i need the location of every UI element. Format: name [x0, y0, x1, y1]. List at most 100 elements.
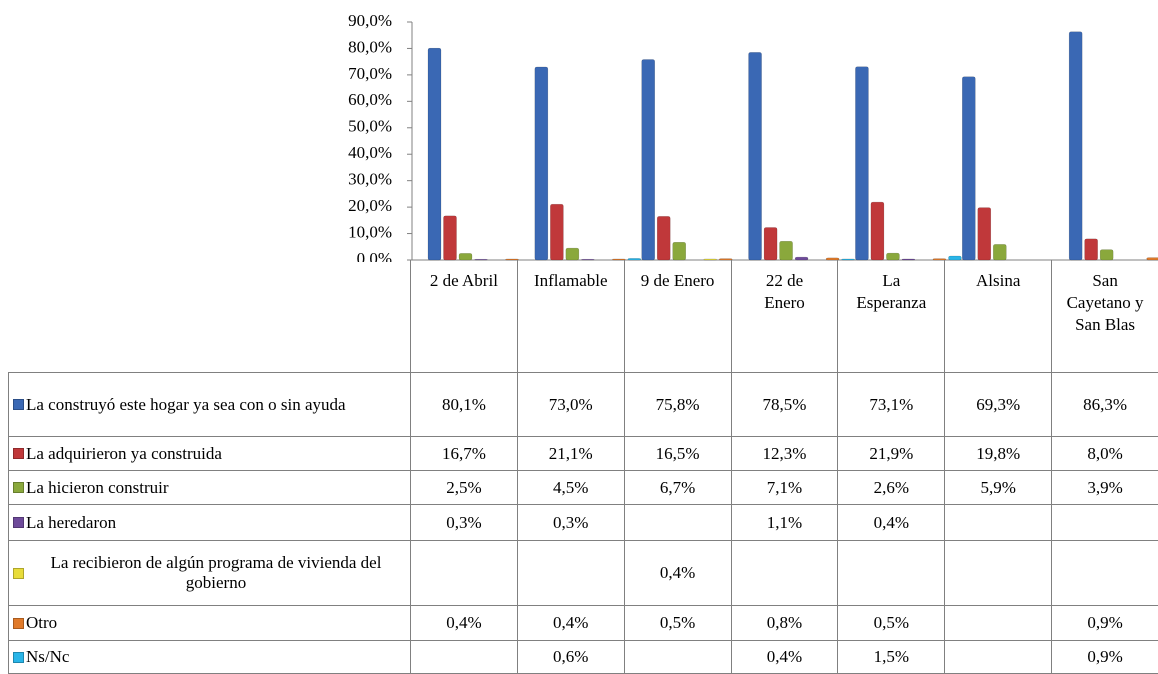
table-cell: 69,3% — [944, 372, 1053, 437]
bar — [825, 257, 840, 261]
bar — [948, 255, 962, 261]
table-cell: 8,0% — [1051, 436, 1158, 471]
table-cell: 21,1% — [516, 436, 625, 471]
table-cell — [837, 540, 946, 606]
legend-swatch — [13, 399, 24, 410]
category-header: 22 de Enero — [730, 260, 839, 373]
bar — [1068, 31, 1083, 261]
bar — [870, 201, 885, 261]
table-cell: 4,5% — [516, 470, 625, 505]
table-cell — [516, 540, 625, 606]
table-cell — [410, 540, 518, 606]
table-cell: 0,6% — [516, 640, 625, 674]
bar — [748, 52, 762, 261]
legend-swatch — [13, 567, 24, 579]
bar — [641, 59, 655, 261]
category-header: 2 de Abril — [410, 260, 518, 373]
table-cell: 80,1% — [410, 372, 518, 437]
table-cell: 75,8% — [623, 372, 732, 437]
table-cell: 2,6% — [837, 470, 946, 505]
table-cell — [944, 540, 1053, 606]
table-cell: 0,4% — [516, 605, 625, 641]
legend-cell: La heredaron — [8, 504, 411, 541]
bar — [458, 253, 473, 261]
table-cell: 0,9% — [1051, 640, 1158, 674]
table-cell: 73,1% — [837, 372, 946, 437]
table-cell: 86,3% — [1051, 372, 1158, 437]
y-tick-label: 80,0% — [348, 37, 392, 56]
bar — [565, 247, 580, 261]
bar — [886, 252, 900, 261]
bar — [612, 258, 626, 261]
y-tick-label: 30,0% — [348, 170, 392, 189]
bar — [977, 207, 992, 261]
y-tick-label: 70,0% — [348, 64, 392, 83]
y-tick-label: 0,0% — [357, 249, 392, 262]
bar — [474, 258, 488, 261]
table-cell — [623, 640, 732, 674]
bar — [901, 258, 916, 261]
y-tick-label: 10,0% — [348, 222, 392, 241]
chart: 0,0% 10,0% 20,0% 30,0% 40,0% 50,0% 60,0% 70,0% 8… — [348, 11, 1158, 262]
table-cell — [944, 504, 1053, 541]
bar — [550, 203, 564, 261]
category-header: La Esperanza — [837, 260, 946, 373]
bar — [672, 242, 686, 261]
bar — [1146, 257, 1158, 261]
bar — [962, 76, 976, 261]
legend-label: Ns/Nc — [26, 647, 70, 666]
legend-label: La hicieron construir — [26, 477, 169, 497]
bar — [534, 66, 549, 261]
y-tick-label: 50,0% — [348, 117, 392, 136]
table-cell — [944, 640, 1053, 674]
table-cell: 73,0% — [516, 372, 625, 437]
table-cell: 19,8% — [944, 436, 1053, 471]
legend-cell: Otro — [8, 605, 411, 641]
legend-swatch — [13, 651, 24, 663]
legend-label: La adquirieron ya construida — [26, 443, 222, 463]
bar — [932, 258, 947, 261]
y-tick-label: 60,0% — [348, 90, 392, 109]
bar — [779, 240, 793, 261]
legend-swatch — [13, 517, 24, 528]
table-cell: 6,7% — [623, 470, 732, 505]
legend-cell: La adquirieron ya construida — [8, 436, 411, 471]
table-cell: 1,5% — [837, 640, 946, 674]
bar — [703, 258, 717, 261]
bar — [841, 258, 855, 261]
table-cell: 12,3% — [730, 436, 839, 471]
table-cell: 0,5% — [837, 605, 946, 641]
table-cell: 1,1% — [730, 504, 839, 541]
legend-label: Otro — [26, 613, 58, 632]
category-header: San Cayetano y San Blas — [1051, 260, 1158, 373]
category-header: 9 de Enero — [623, 260, 732, 373]
table-cell: 21,9% — [837, 436, 946, 471]
table-cell: 3,9% — [1051, 470, 1158, 505]
table-cell — [730, 540, 839, 606]
table-cell: 16,5% — [623, 436, 732, 471]
table-cell: 7,1% — [730, 470, 839, 505]
table-cell: 78,5% — [730, 372, 839, 437]
table-cell — [1051, 504, 1158, 541]
bar — [656, 216, 671, 261]
bar — [794, 256, 809, 261]
y-tick-label: 40,0% — [348, 143, 392, 162]
bar — [427, 47, 442, 261]
table-cell: 2,5% — [410, 470, 518, 505]
bar — [1084, 238, 1098, 261]
table-cell: 0,8% — [730, 605, 839, 641]
bar — [627, 258, 642, 261]
y-tick-label: 20,0% — [348, 196, 392, 215]
legend-swatch — [13, 448, 24, 459]
table-cell: 0,4% — [837, 504, 946, 541]
table-cell — [1051, 540, 1158, 606]
legend-cell: La recibieron de algún programa de vivie… — [8, 540, 411, 606]
bar — [718, 258, 733, 261]
legend-label: La recibieron de algún programa de vivie… — [50, 553, 382, 592]
table-cell — [623, 504, 732, 541]
bar — [855, 66, 869, 261]
legend-label: La construyó este hogar ya sea con o sin… — [26, 394, 346, 414]
table-cell: 0,4% — [623, 540, 732, 606]
table-cell: 0,4% — [730, 640, 839, 674]
